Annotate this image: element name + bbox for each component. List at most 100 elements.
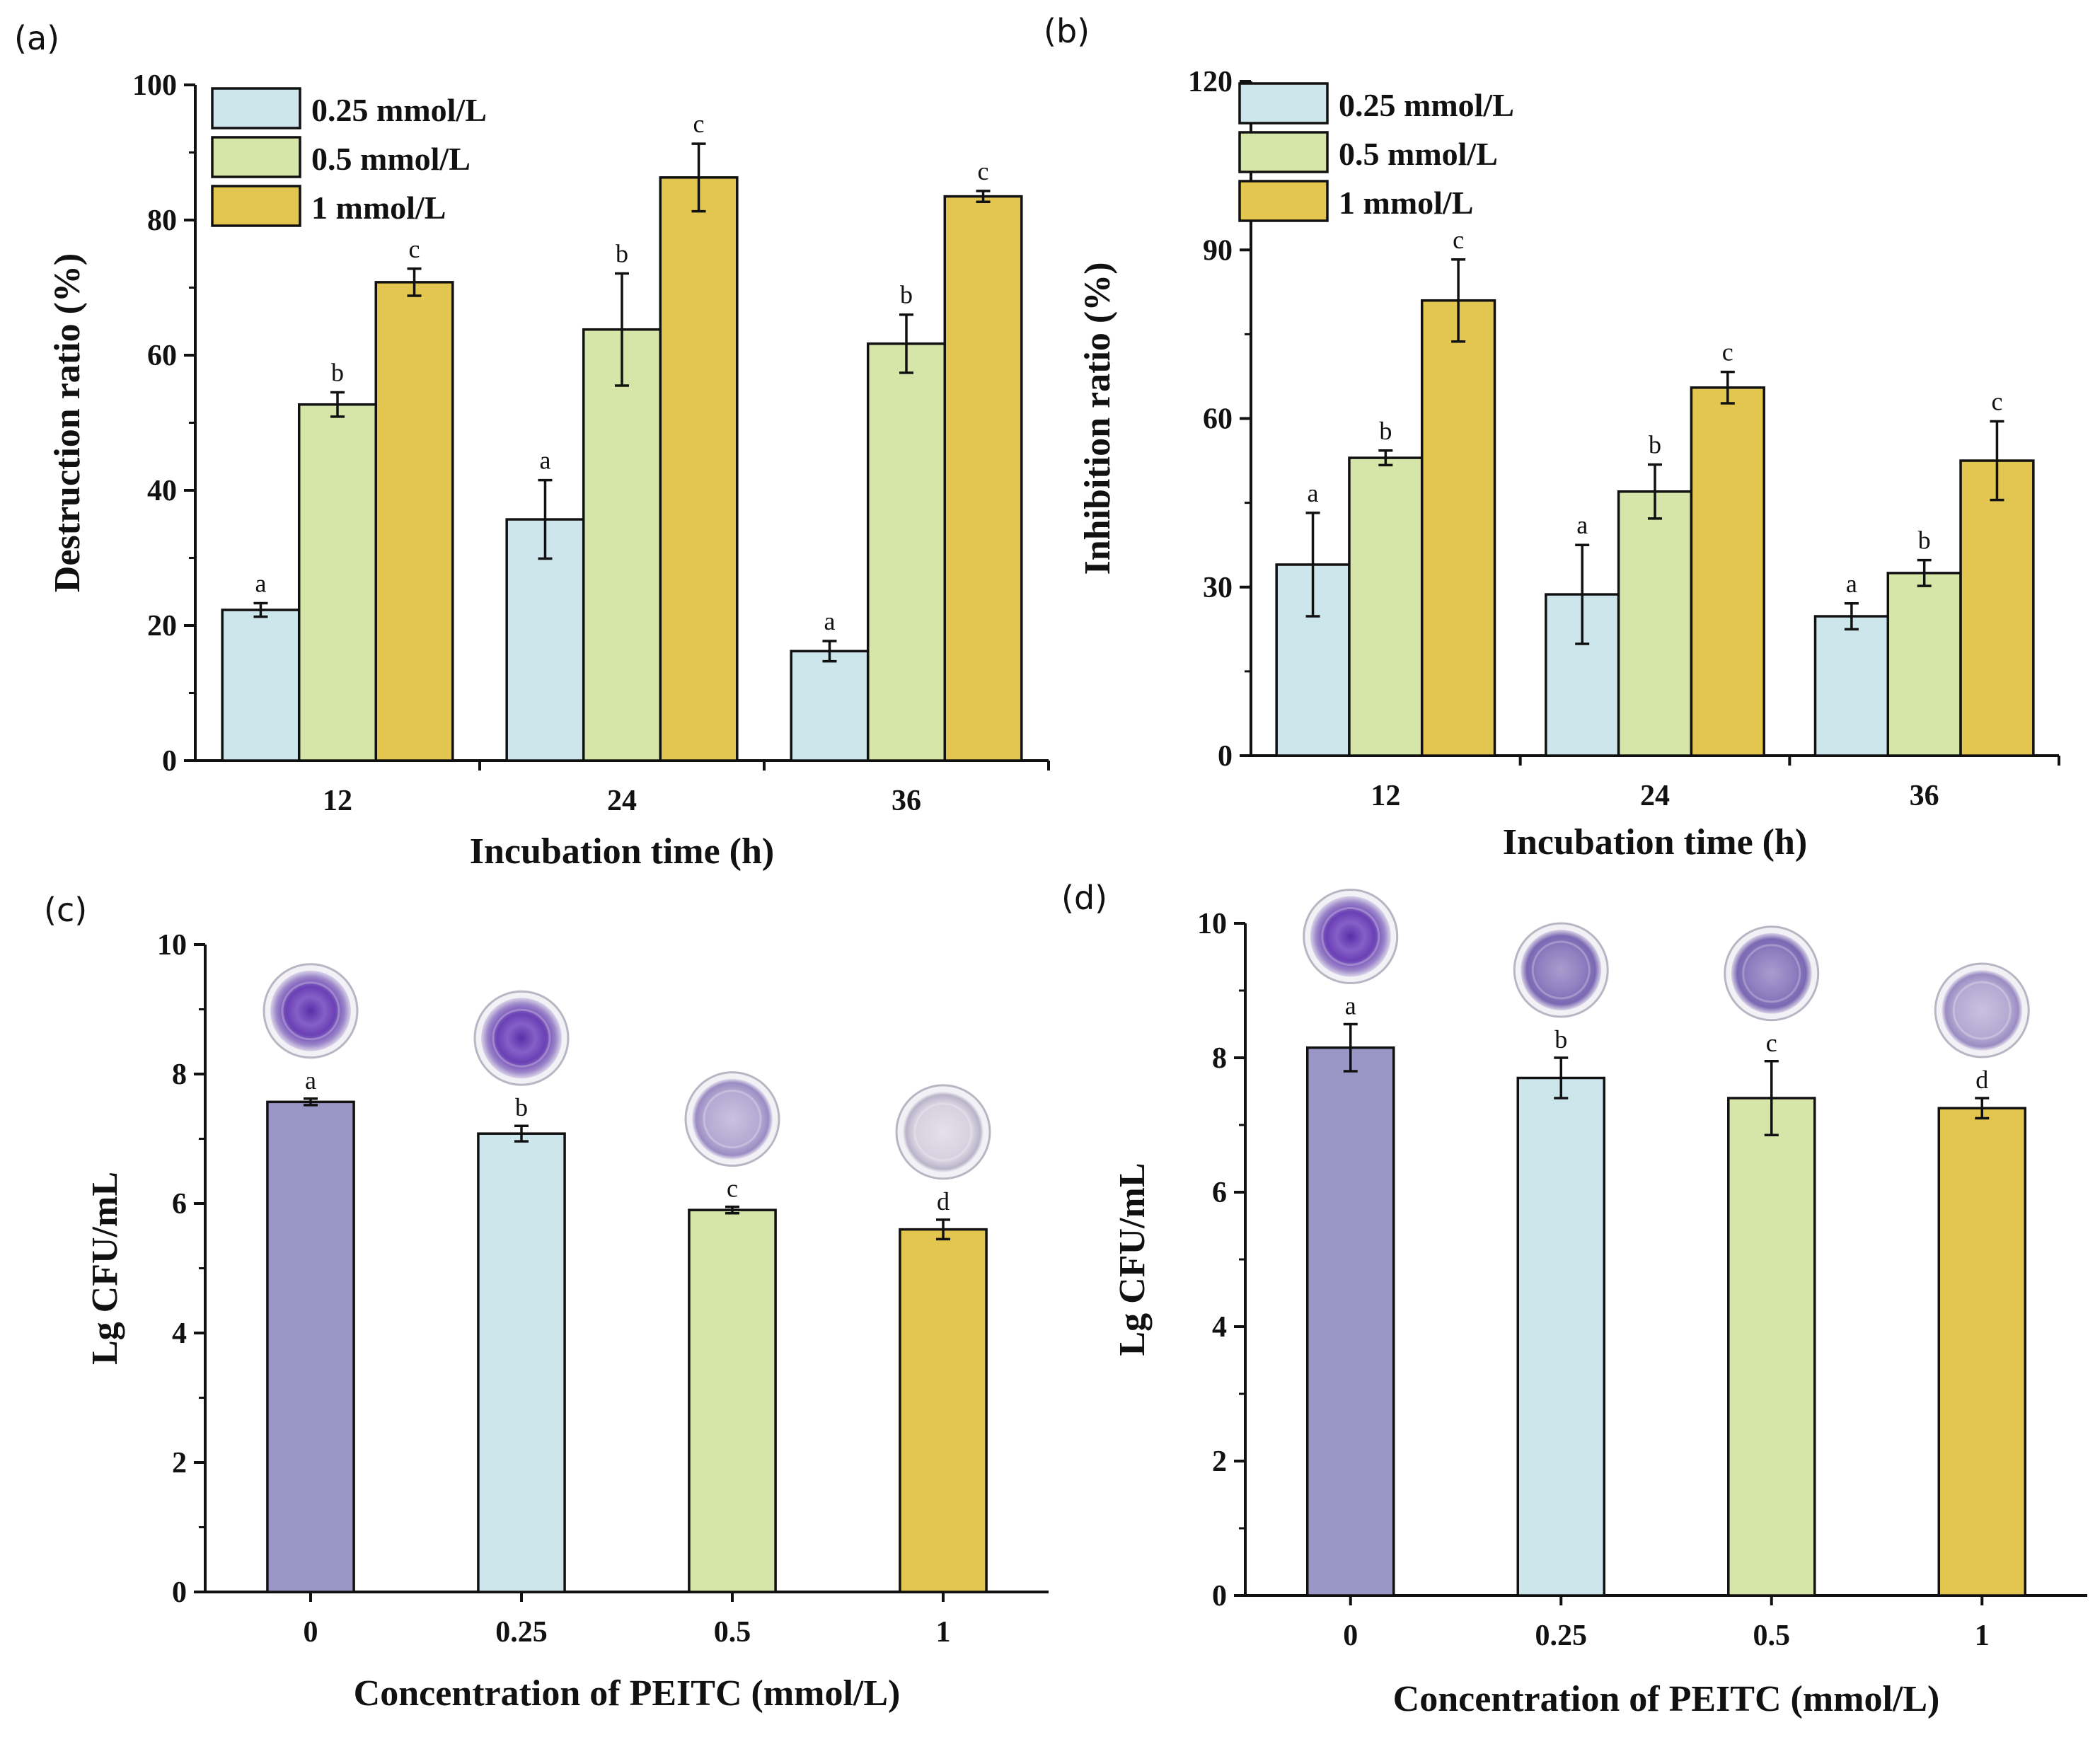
stained-well-ring bbox=[913, 1102, 973, 1162]
y-tick-label: 8 bbox=[1212, 1042, 1227, 1075]
significance-letter: b bbox=[515, 1093, 528, 1121]
significance-letter: a bbox=[255, 569, 266, 597]
x-axis-title: Concentration of PEITC (mmol/L) bbox=[354, 1673, 901, 1714]
bar bbox=[582, 328, 662, 762]
x-tick-label: 24 bbox=[1640, 780, 1670, 812]
x-tick-label: 36 bbox=[892, 785, 921, 817]
x-tick-label: 0.25 bbox=[1535, 1620, 1588, 1652]
stained-well-image bbox=[903, 1091, 983, 1172]
bar bbox=[659, 176, 739, 762]
bar bbox=[1420, 299, 1496, 757]
y-tick-label: 0 bbox=[172, 1576, 187, 1609]
legend-label: 0.5 mmol/L bbox=[311, 141, 471, 177]
y-axis-title: Inhibition ratio (%) bbox=[1078, 262, 1118, 575]
bar bbox=[1617, 490, 1693, 757]
legend-swatch bbox=[211, 185, 301, 227]
significance-letter: a bbox=[305, 1066, 316, 1095]
stained-well-image bbox=[1942, 970, 2023, 1051]
legend-label: 0.5 mmol/L bbox=[1339, 136, 1498, 172]
significance-letter: c bbox=[693, 110, 705, 138]
y-tick-label: 6 bbox=[172, 1188, 187, 1220]
y-tick-label: 6 bbox=[1212, 1177, 1227, 1209]
significance-letter: c bbox=[1766, 1029, 1777, 1057]
legend-swatch bbox=[211, 136, 301, 178]
significance-letter: c bbox=[727, 1175, 738, 1203]
x-tick-label: 1 bbox=[936, 1616, 951, 1649]
bar bbox=[866, 342, 947, 762]
y-tick-label: 20 bbox=[147, 610, 177, 642]
x-axis-title: Incubation time (h) bbox=[470, 831, 774, 872]
legend-label: 0.25 mmol/L bbox=[1339, 87, 1514, 123]
significance-letter: b bbox=[1918, 526, 1931, 555]
significance-letter: a bbox=[1576, 511, 1588, 539]
stained-well-image bbox=[1310, 896, 1391, 977]
legend-label: 1 mmol/L bbox=[311, 190, 446, 226]
x-tick-label: 24 bbox=[607, 785, 637, 817]
significance-letter: b bbox=[1649, 431, 1661, 459]
bar bbox=[899, 1228, 988, 1593]
stained-well-ring bbox=[1321, 907, 1380, 966]
bar bbox=[790, 650, 870, 762]
significance-letter: c bbox=[978, 157, 989, 185]
bar bbox=[1813, 615, 1890, 757]
stained-well-ring bbox=[1952, 981, 2012, 1040]
significance-letter: a bbox=[824, 607, 835, 635]
panel-label: (a) bbox=[14, 19, 59, 57]
bar bbox=[477, 1132, 566, 1593]
significance-letter: a bbox=[1846, 570, 1857, 598]
legend-label: 0.25 mmol/L bbox=[311, 92, 487, 128]
x-tick-label: 12 bbox=[323, 785, 352, 817]
y-tick-label: 120 bbox=[1188, 66, 1233, 98]
y-tick-label: 0 bbox=[1218, 740, 1233, 773]
y-axis-title: Lg CFU/mL bbox=[85, 1172, 125, 1365]
y-tick-label: 8 bbox=[172, 1058, 187, 1091]
panel-label: (d) bbox=[1061, 879, 1107, 917]
y-tick-label: 90 bbox=[1203, 234, 1233, 267]
bar bbox=[266, 1100, 355, 1593]
stained-well-ring bbox=[703, 1090, 762, 1149]
significance-letter: b bbox=[1554, 1025, 1567, 1054]
x-tick-label: 36 bbox=[1910, 780, 1939, 812]
x-tick-label: 0.25 bbox=[495, 1616, 548, 1649]
legend-swatch bbox=[1238, 131, 1329, 173]
stained-well-ring bbox=[1742, 944, 1801, 1003]
significance-letter: a bbox=[539, 446, 550, 475]
bar bbox=[1937, 1107, 2026, 1597]
bar bbox=[1959, 459, 2035, 757]
y-tick-label: 2 bbox=[172, 1447, 187, 1479]
x-tick-label: 0 bbox=[304, 1616, 318, 1649]
y-tick-label: 60 bbox=[147, 340, 177, 372]
legend-swatch bbox=[1238, 82, 1329, 125]
y-axis-title: Lg CFU/mL bbox=[1112, 1163, 1153, 1356]
bar bbox=[1348, 456, 1424, 757]
panel-a: 0 20 40 60 80 100 Incubation time (h) Destructi… bbox=[14, 19, 1050, 872]
y-tick-label: 0 bbox=[1212, 1580, 1227, 1612]
y-tick-label: 4 bbox=[1212, 1311, 1227, 1344]
significance-letter: c bbox=[1991, 387, 2002, 415]
bar bbox=[1516, 1076, 1605, 1597]
stained-well-image bbox=[692, 1078, 773, 1160]
legend-label: 1 mmol/L bbox=[1339, 185, 1473, 221]
significance-letter: b bbox=[1379, 417, 1392, 445]
y-tick-label: 80 bbox=[147, 204, 177, 237]
bar bbox=[1886, 572, 1962, 757]
significance-letter: a bbox=[1308, 479, 1319, 507]
bar bbox=[943, 195, 1023, 762]
bar bbox=[1727, 1097, 1816, 1597]
panel-label: (b) bbox=[1044, 12, 1090, 50]
legend-swatch bbox=[211, 87, 301, 129]
bar bbox=[688, 1208, 777, 1593]
significance-letter: b bbox=[900, 281, 913, 309]
bar bbox=[1690, 386, 1765, 757]
panel-label: (c) bbox=[44, 891, 87, 929]
x-tick-label: 12 bbox=[1371, 780, 1400, 812]
significance-letter: c bbox=[409, 235, 420, 263]
significance-letter: d bbox=[1975, 1066, 1988, 1094]
significance-letter: c bbox=[1722, 338, 1733, 367]
y-tick-label: 30 bbox=[1203, 572, 1233, 604]
y-tick-label: 10 bbox=[1197, 908, 1227, 940]
y-tick-label: 100 bbox=[132, 69, 177, 102]
stained-well-image bbox=[481, 998, 562, 1079]
